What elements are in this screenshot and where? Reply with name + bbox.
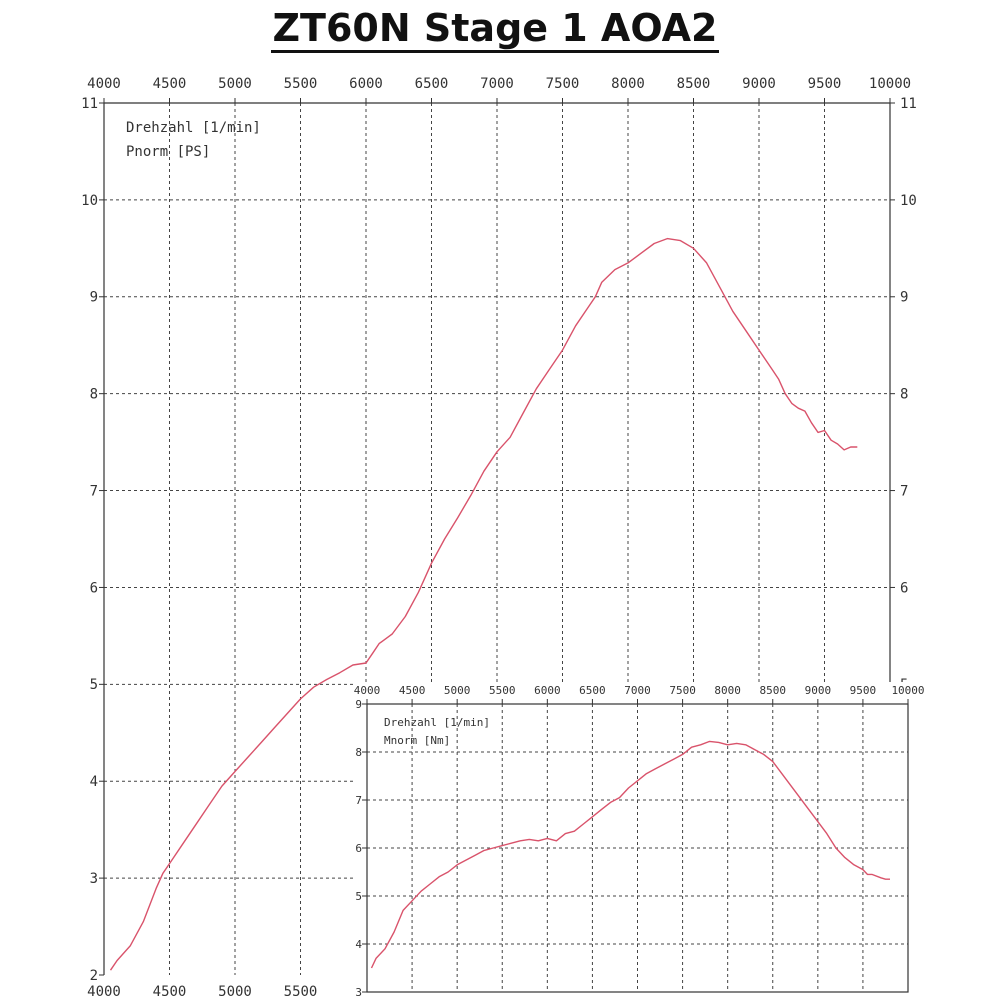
x-tick-label-top: 9500 [850, 684, 877, 697]
y-tick-label-right: 8 [900, 387, 908, 403]
y-tick-label-left: 9 [355, 698, 362, 711]
y-tick-label-left: 8 [355, 746, 362, 759]
x-tick-label-top: 4000 [354, 684, 381, 697]
y-tick-label-left: 4 [355, 938, 362, 951]
x-tick-label-top: 10000 [891, 684, 924, 697]
x-tick-label-top: 6000 [534, 684, 561, 697]
page-title: ZT60N Stage 1 AOA2 [0, 6, 990, 53]
x-tick-label-top: 4000 [87, 76, 121, 92]
y-tick-label-left: 8 [90, 387, 98, 403]
x-tick-label-bottom: 5000 [218, 984, 252, 1000]
x-tick-label-top: 7500 [669, 684, 696, 697]
x-tick-label-top: 7000 [624, 684, 651, 697]
y-tick-label-left: 6 [90, 580, 98, 596]
x-tick-label-top: 8500 [760, 684, 787, 697]
y-tick-label-right: 11 [900, 96, 917, 112]
x-tick-label-top: 9000 [742, 76, 776, 92]
power-chart: 4000 4500 5000 5500 6000 6500 7000 7500 8000 8500… [81, 76, 917, 1000]
y-tick-label-right: 10 [900, 193, 917, 209]
x-tick-label-top: 9000 [805, 684, 832, 697]
y-tick-label-left: 11 [81, 96, 98, 112]
x-tick-label-top: 5500 [489, 684, 516, 697]
torque-chart: 4000 4500 5000 5500 6000 6500 7000 7500 8000 8500… [353, 682, 925, 1000]
x-tick-label-top: 4500 [153, 76, 187, 92]
series-line-torque [370, 740, 890, 969]
y-tick-label-left: 9 [90, 290, 98, 306]
x-tick-label-top: 6500 [415, 76, 449, 92]
y-tick-label-right: 9 [900, 290, 908, 306]
inset-background [353, 682, 916, 1000]
legend-entry: Mnorm [Nm] [384, 734, 450, 747]
x-tick-label-top: 7500 [546, 76, 580, 92]
y-tick-label-left: 5 [90, 677, 98, 693]
x-tick-label-top: 5000 [444, 684, 471, 697]
y-tick-label-left: 4 [90, 774, 98, 790]
y-tick-label-right: 7 [900, 483, 908, 499]
x-tick-label-bottom: 4000 [87, 984, 121, 1000]
grid-lines [104, 103, 890, 975]
x-tick-label-top: 8000 [714, 684, 741, 697]
y-tick-label-left: 6 [355, 842, 362, 855]
y-tick-label-left: 7 [90, 483, 98, 499]
legend-entry: Drehzahl [1/min] [384, 716, 490, 729]
legend-entry: Drehzahl [1/min] [126, 120, 261, 136]
y-tick-label-right: 6 [900, 580, 908, 596]
grid-lines [367, 704, 908, 992]
x-tick-label-top: 10000 [869, 76, 911, 92]
y-tick-label-left: 3 [355, 986, 362, 999]
x-tick-label-bottom: 4500 [153, 984, 187, 1000]
y-tick-label-left: 10 [81, 193, 98, 209]
x-tick-label-top: 9500 [808, 76, 842, 92]
x-tick-label-top: 7000 [480, 76, 514, 92]
y-tick-label-left: 2 [90, 968, 98, 984]
x-tick-label-top: 4500 [399, 684, 426, 697]
x-tick-label-top: 5500 [284, 76, 318, 92]
x-tick-label-top: 8000 [611, 76, 645, 92]
x-tick-label-top: 8500 [677, 76, 711, 92]
x-tick-label-top: 5000 [218, 76, 252, 92]
x-tick-label-bottom: 5500 [284, 984, 318, 1000]
y-tick-label-left: 7 [355, 794, 362, 807]
x-tick-label-top: 6500 [579, 684, 606, 697]
x-tick-label-top: 6000 [349, 76, 383, 92]
y-tick-label-left: 3 [90, 871, 98, 887]
series-line-power [109, 237, 858, 971]
y-tick-label-left: 5 [355, 890, 362, 903]
page-title-text: ZT60N Stage 1 AOA2 [270, 6, 720, 53]
legend-entry: Pnorm [PS] [126, 144, 210, 160]
